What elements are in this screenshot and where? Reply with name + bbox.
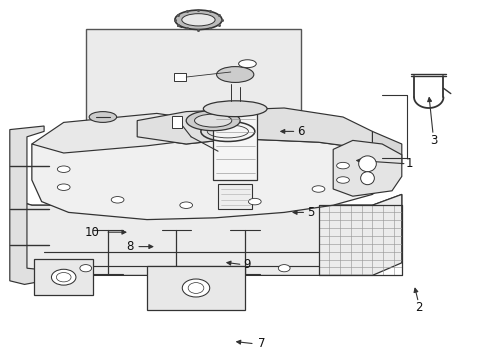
Ellipse shape bbox=[57, 184, 70, 190]
Ellipse shape bbox=[182, 279, 210, 297]
Ellipse shape bbox=[337, 162, 349, 169]
Polygon shape bbox=[137, 108, 372, 149]
Bar bbox=[218, 184, 252, 209]
Polygon shape bbox=[372, 131, 402, 194]
Ellipse shape bbox=[111, 197, 124, 203]
Text: 1: 1 bbox=[405, 157, 413, 170]
Polygon shape bbox=[147, 266, 245, 310]
Ellipse shape bbox=[180, 202, 193, 208]
Ellipse shape bbox=[80, 265, 92, 272]
Text: 5: 5 bbox=[307, 206, 315, 219]
Text: 10: 10 bbox=[85, 226, 99, 239]
Polygon shape bbox=[333, 140, 402, 196]
Ellipse shape bbox=[361, 172, 374, 185]
Ellipse shape bbox=[175, 10, 222, 30]
Ellipse shape bbox=[51, 269, 76, 285]
Ellipse shape bbox=[278, 265, 290, 272]
Text: 7: 7 bbox=[258, 337, 266, 350]
Bar bbox=[172, 116, 182, 128]
Ellipse shape bbox=[56, 273, 71, 282]
Polygon shape bbox=[10, 126, 44, 284]
Ellipse shape bbox=[239, 60, 256, 68]
Bar bbox=[213, 112, 257, 180]
Ellipse shape bbox=[195, 114, 232, 127]
Ellipse shape bbox=[248, 198, 261, 205]
Polygon shape bbox=[32, 137, 372, 220]
Text: 4: 4 bbox=[197, 17, 205, 30]
FancyBboxPatch shape bbox=[86, 29, 301, 203]
Text: 8: 8 bbox=[126, 240, 134, 253]
Text: 6: 6 bbox=[297, 125, 305, 138]
Text: 2: 2 bbox=[415, 301, 423, 314]
Ellipse shape bbox=[217, 67, 254, 82]
Ellipse shape bbox=[203, 101, 267, 117]
Ellipse shape bbox=[182, 14, 215, 26]
Bar bbox=[174, 73, 186, 81]
Polygon shape bbox=[34, 259, 93, 295]
Ellipse shape bbox=[359, 156, 376, 172]
Ellipse shape bbox=[186, 111, 240, 131]
Ellipse shape bbox=[57, 166, 70, 172]
Ellipse shape bbox=[188, 283, 204, 293]
Polygon shape bbox=[20, 194, 402, 275]
Text: 3: 3 bbox=[430, 134, 438, 147]
Text: 9: 9 bbox=[244, 258, 251, 271]
Ellipse shape bbox=[337, 177, 349, 183]
Ellipse shape bbox=[89, 112, 117, 122]
Polygon shape bbox=[20, 194, 402, 232]
Polygon shape bbox=[32, 113, 206, 153]
Ellipse shape bbox=[312, 186, 325, 192]
